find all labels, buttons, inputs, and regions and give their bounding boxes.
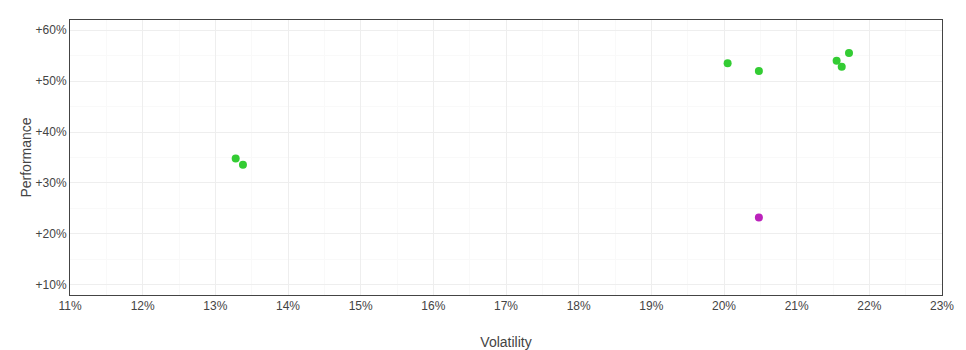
svg-text:12%: 12% — [131, 299, 155, 313]
svg-text:+60%: +60% — [36, 23, 67, 37]
svg-text:+20%: +20% — [36, 227, 67, 241]
svg-text:15%: 15% — [349, 299, 373, 313]
svg-text:+40%: +40% — [36, 125, 67, 139]
svg-text:19%: 19% — [639, 299, 663, 313]
svg-text:13%: 13% — [203, 299, 227, 313]
svg-text:16%: 16% — [421, 299, 445, 313]
svg-text:23%: 23% — [930, 299, 954, 313]
svg-text:18%: 18% — [567, 299, 591, 313]
svg-text:21%: 21% — [785, 299, 809, 313]
svg-text:Performance: Performance — [18, 117, 34, 197]
svg-text:14%: 14% — [276, 299, 300, 313]
svg-text:+50%: +50% — [36, 74, 67, 88]
svg-text:+10%: +10% — [36, 278, 67, 292]
svg-text:Volatility: Volatility — [480, 334, 531, 350]
svg-text:+30%: +30% — [36, 176, 67, 190]
svg-text:17%: 17% — [494, 299, 518, 313]
svg-text:22%: 22% — [857, 299, 881, 313]
svg-text:20%: 20% — [712, 299, 736, 313]
svg-text:11%: 11% — [58, 299, 81, 313]
